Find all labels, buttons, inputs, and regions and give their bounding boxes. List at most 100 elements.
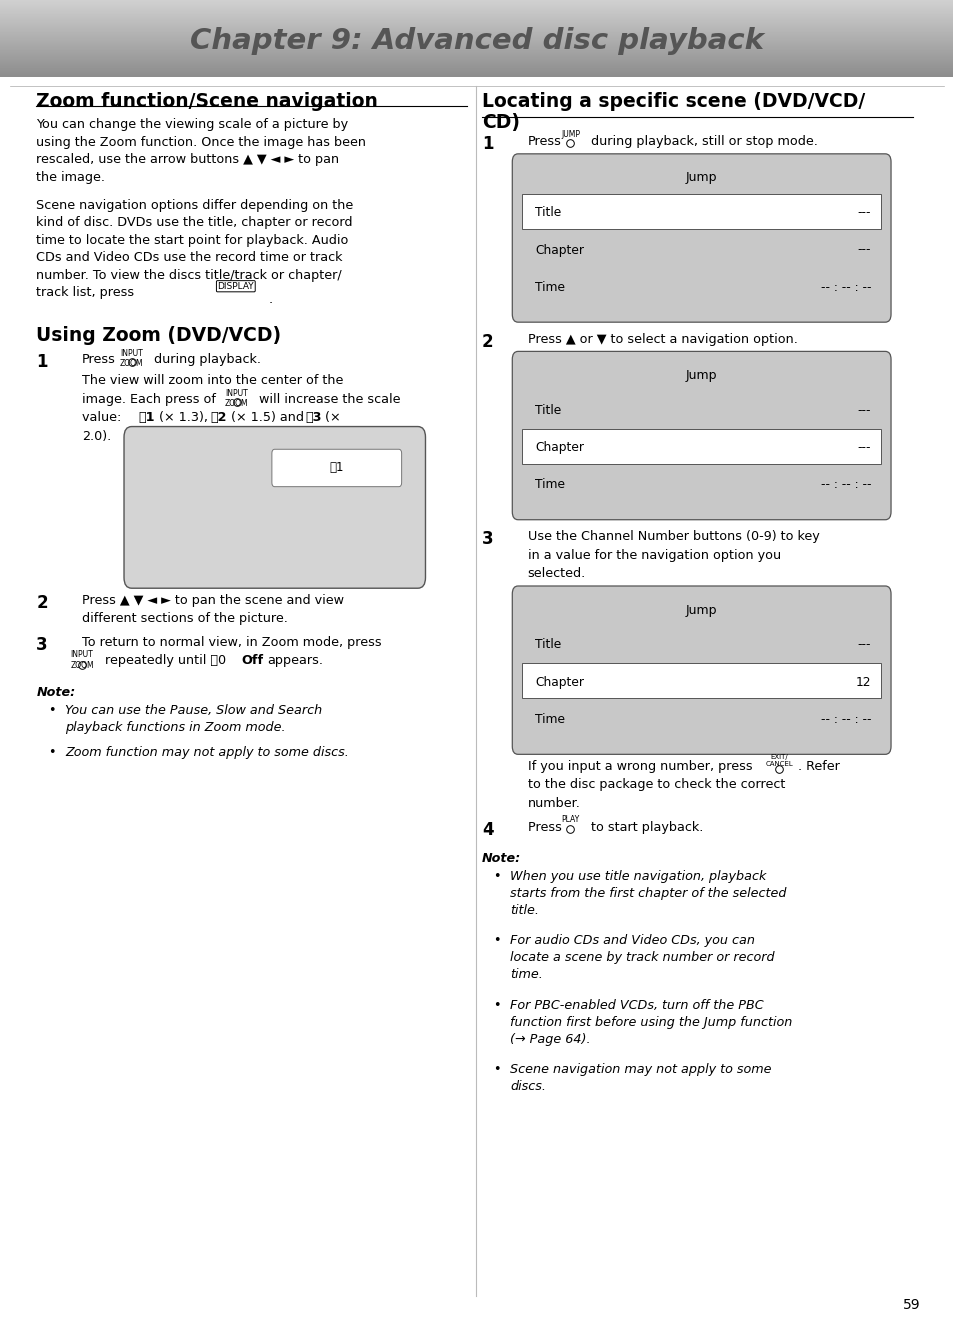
- Text: Scene navigation may not apply to some
discs.: Scene navigation may not apply to some d…: [510, 1063, 771, 1093]
- Text: Zoom function may not apply to some discs.: Zoom function may not apply to some disc…: [65, 747, 348, 759]
- Text: PLAY: PLAY: [560, 815, 579, 824]
- Text: •: •: [493, 1063, 500, 1077]
- Text: Chapter 9: Advanced disc playback: Chapter 9: Advanced disc playback: [190, 27, 763, 55]
- FancyBboxPatch shape: [521, 231, 881, 266]
- FancyBboxPatch shape: [521, 701, 881, 736]
- Text: Off: Off: [241, 655, 263, 668]
- Text: ---: ---: [857, 639, 870, 651]
- Text: to start playback.: to start playback.: [591, 820, 703, 834]
- Text: Use the Channel Number buttons (0-9) to key: Use the Channel Number buttons (0-9) to …: [527, 530, 819, 544]
- Text: in a value for the navigation option you: in a value for the navigation option you: [527, 549, 780, 562]
- FancyBboxPatch shape: [512, 351, 890, 520]
- FancyBboxPatch shape: [521, 194, 881, 228]
- FancyBboxPatch shape: [521, 466, 881, 501]
- Text: ---: ---: [857, 403, 870, 417]
- Text: DISPLAY: DISPLAY: [217, 282, 253, 291]
- Text: -- : -- : --: -- : -- : --: [820, 281, 870, 294]
- Text: (× 1.3),: (× 1.3),: [154, 411, 215, 425]
- Text: . Refer: . Refer: [798, 760, 840, 772]
- Text: •: •: [48, 704, 55, 717]
- Text: Time: Time: [535, 713, 564, 725]
- Text: Press: Press: [527, 820, 565, 834]
- Text: .: .: [269, 293, 273, 306]
- Text: ---: ---: [857, 441, 870, 454]
- Text: Jump: Jump: [685, 171, 717, 184]
- Text: Press: Press: [82, 353, 116, 366]
- Text: •: •: [493, 999, 500, 1011]
- Text: INPUT
ZOOM: INPUT ZOOM: [71, 651, 93, 669]
- Text: ---: ---: [857, 206, 870, 219]
- Text: to the disc package to check the correct: to the disc package to check the correct: [527, 778, 784, 791]
- Text: (× 1.5) and: (× 1.5) and: [227, 411, 312, 425]
- Text: (×: (×: [321, 411, 341, 425]
- Text: value:: value:: [82, 411, 130, 425]
- Text: Press ▲ or ▼ to select a navigation option.: Press ▲ or ▼ to select a navigation opti…: [527, 333, 797, 346]
- Text: 59: 59: [902, 1299, 920, 1312]
- Text: 2.0).: 2.0).: [82, 430, 112, 442]
- Text: -- : -- : --: -- : -- : --: [820, 478, 870, 492]
- Text: Scene navigation options differ depending on the
kind of disc. DVDs use the titl: Scene navigation options differ dependin…: [36, 199, 354, 299]
- Text: 2: 2: [481, 333, 493, 351]
- Text: Title: Title: [535, 639, 561, 651]
- Text: ⑀1: ⑀1: [329, 461, 344, 474]
- Text: Zoom function/Scene navigation: Zoom function/Scene navigation: [36, 92, 377, 111]
- Text: Press: Press: [527, 135, 561, 148]
- Text: JUMP: JUMP: [560, 130, 579, 139]
- Text: will increase the scale: will increase the scale: [258, 393, 399, 406]
- Text: different sections of the picture.: different sections of the picture.: [82, 612, 288, 625]
- Text: ⑀3: ⑀3: [305, 411, 321, 425]
- Text: For audio CDs and Video CDs, you can
locate a scene by track number or record
ti: For audio CDs and Video CDs, you can loc…: [510, 934, 774, 982]
- Text: Press ▲ ▼ ◄ ► to pan the scene and view: Press ▲ ▼ ◄ ► to pan the scene and view: [82, 593, 344, 607]
- FancyBboxPatch shape: [272, 449, 401, 486]
- Text: repeatedly until ⑀0: repeatedly until ⑀0: [105, 655, 230, 668]
- Text: 4: 4: [481, 820, 493, 839]
- Text: Chapter: Chapter: [535, 243, 583, 257]
- Text: 12: 12: [855, 676, 870, 688]
- Text: ⑀1: ⑀1: [138, 411, 154, 425]
- FancyBboxPatch shape: [521, 627, 881, 661]
- Text: Locating a specific scene (DVD/VCD/
CD): Locating a specific scene (DVD/VCD/ CD): [481, 92, 864, 132]
- Text: •: •: [493, 934, 500, 947]
- Text: Title: Title: [535, 206, 561, 219]
- Text: Note:: Note:: [36, 687, 75, 699]
- Text: If you input a wrong number, press: If you input a wrong number, press: [527, 760, 756, 772]
- Text: Chapter: Chapter: [535, 676, 583, 688]
- FancyBboxPatch shape: [512, 587, 890, 755]
- Text: 3: 3: [481, 530, 493, 548]
- Text: To return to normal view, in Zoom mode, press: To return to normal view, in Zoom mode, …: [82, 636, 381, 649]
- Text: EXIT/
CANCEL: EXIT/ CANCEL: [764, 755, 793, 767]
- FancyBboxPatch shape: [512, 154, 890, 322]
- FancyBboxPatch shape: [521, 664, 881, 699]
- Text: selected.: selected.: [527, 568, 585, 580]
- Text: INPUT
ZOOM: INPUT ZOOM: [120, 349, 143, 369]
- Text: •: •: [48, 747, 55, 759]
- Text: For PBC-enabled VCDs, turn off the PBC
function first before using the Jump func: For PBC-enabled VCDs, turn off the PBC f…: [510, 999, 792, 1046]
- Text: 3: 3: [36, 636, 48, 653]
- Text: Chapter: Chapter: [535, 441, 583, 454]
- Text: The view will zoom into the center of the: The view will zoom into the center of th…: [82, 374, 343, 387]
- Text: INPUT
ZOOM: INPUT ZOOM: [225, 389, 248, 409]
- Text: Note:: Note:: [481, 852, 520, 866]
- Text: Time: Time: [535, 478, 564, 492]
- Text: Using Zoom (DVD/VCD): Using Zoom (DVD/VCD): [36, 326, 281, 345]
- FancyBboxPatch shape: [521, 269, 881, 303]
- Text: •: •: [493, 870, 500, 883]
- Text: during playback, still or stop mode.: during playback, still or stop mode.: [591, 135, 818, 148]
- Text: ---: ---: [857, 243, 870, 257]
- Text: 1: 1: [481, 135, 493, 154]
- FancyBboxPatch shape: [521, 391, 881, 426]
- FancyBboxPatch shape: [124, 426, 425, 588]
- FancyBboxPatch shape: [521, 429, 881, 464]
- Text: Time: Time: [535, 281, 564, 294]
- Text: When you use title navigation, playback
starts from the first chapter of the sel: When you use title navigation, playback …: [510, 870, 786, 916]
- Text: -- : -- : --: -- : -- : --: [820, 713, 870, 725]
- Text: number.: number.: [527, 796, 579, 810]
- Text: 1: 1: [36, 353, 48, 371]
- Text: Title: Title: [535, 403, 561, 417]
- Text: You can use the Pause, Slow and Search
playback functions in Zoom mode.: You can use the Pause, Slow and Search p…: [65, 704, 322, 733]
- Text: You can change the viewing scale of a picture by
using the Zoom function. Once t: You can change the viewing scale of a pi…: [36, 118, 366, 183]
- Text: appears.: appears.: [267, 655, 323, 668]
- Text: Jump: Jump: [685, 604, 717, 616]
- Text: image. Each press of: image. Each press of: [82, 393, 215, 406]
- Text: Jump: Jump: [685, 369, 717, 382]
